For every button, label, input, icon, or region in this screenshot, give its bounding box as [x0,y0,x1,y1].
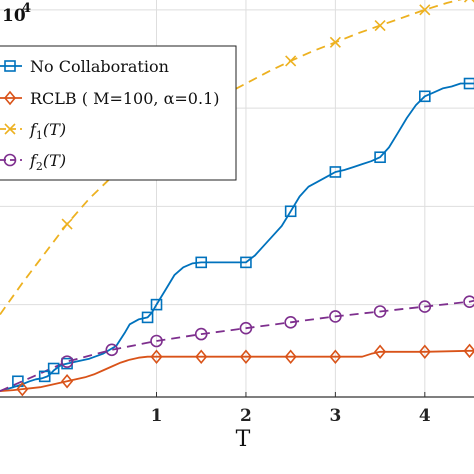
series-line-2 [0,0,462,316]
series-0-marker-0 [12,375,24,388]
series-3-marker-5 [284,316,297,329]
legend-label-2: f1(T) [29,120,66,142]
series-0-marker-11 [419,90,431,103]
series-line-1 [0,349,474,392]
x-tick-labels: 1 2 3 4 [151,392,431,426]
legend-marker-1 [3,90,17,106]
series-3-marker-0 [60,355,74,368]
legend-marker-3 [3,153,17,167]
series-0-marker-4 [141,311,154,324]
series-3-marker-2 [150,334,163,348]
exponent-power: 4 [22,1,31,16]
legend-label-0: No Collaboration [30,57,169,76]
x-tick-label-3: 3 [329,406,341,426]
series-3-marker-7 [373,305,387,318]
series-3-marker-3 [194,327,208,341]
x-tick-label-1: 1 [151,406,163,426]
series-3-marker-9 [463,295,474,308]
exponent-label: 10 4 [2,1,31,26]
series-1-marker-0 [16,381,29,397]
series-3-marker-8 [418,300,432,313]
legend-label-1: RCLB ( M=100, α=0.1) [30,89,219,108]
series-1-marker-6 [329,349,342,364]
series-2-marker-4 [329,36,341,48]
series-2-marker-0 [61,218,73,230]
series-0-marker-12 [463,77,474,90]
series-3-marker-4 [239,321,253,335]
series-0-marker-7 [240,256,252,269]
series-0-marker-1 [38,370,51,383]
series-1-marker-7 [374,344,387,360]
series-line-3 [0,299,474,392]
series-1-marker-5 [284,349,297,364]
series-lines [0,0,474,392]
series-1-marker-3 [195,349,208,364]
legend-marker-0 [4,60,16,72]
series-1-marker-1 [61,374,74,389]
series-2-marker-5 [374,19,386,32]
legend-items: No Collaboration RCLB ( M=100, α=0.1) f1(T… [0,57,219,173]
series-1-marker-2 [150,349,163,364]
series-0-marker-10 [374,151,386,164]
legend-marker-2 [4,123,16,135]
series-3-marker-1 [105,343,119,357]
legend-box [0,45,237,181]
x-axis-label: T [236,427,251,452]
series-0-marker-5 [150,298,163,311]
series-2-marker-6 [419,4,431,16]
series-line-0 [0,82,474,392]
x-tick-label-2: 2 [240,406,252,426]
series-0-marker-8 [284,205,297,218]
series-1-marker-4 [239,349,252,364]
legend-label-3: f2(T) [29,151,66,173]
series-0-marker-2 [47,362,60,375]
series-1-marker-9 [463,343,474,359]
x-tick-label-4: 4 [419,406,431,426]
exponent-base: 10 [2,6,26,26]
series-1-marker-8 [418,344,431,360]
legend: No Collaboration RCLB ( M=100, α=0.1) f1(T… [0,45,237,181]
series-0-marker-9 [329,166,342,178]
series-2-marker-3 [285,55,297,67]
series-0-marker-6 [195,256,208,269]
series-3-marker-6 [329,310,342,323]
series-2-marker-7 [463,0,474,3]
